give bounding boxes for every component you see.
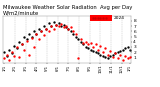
Bar xyxy=(90,15,112,21)
Text: 2024: 2024 xyxy=(113,16,124,20)
Text: Milwaukee Weather Solar Radiation  Avg per Day W/m2/minute: Milwaukee Weather Solar Radiation Avg pe… xyxy=(3,5,133,16)
